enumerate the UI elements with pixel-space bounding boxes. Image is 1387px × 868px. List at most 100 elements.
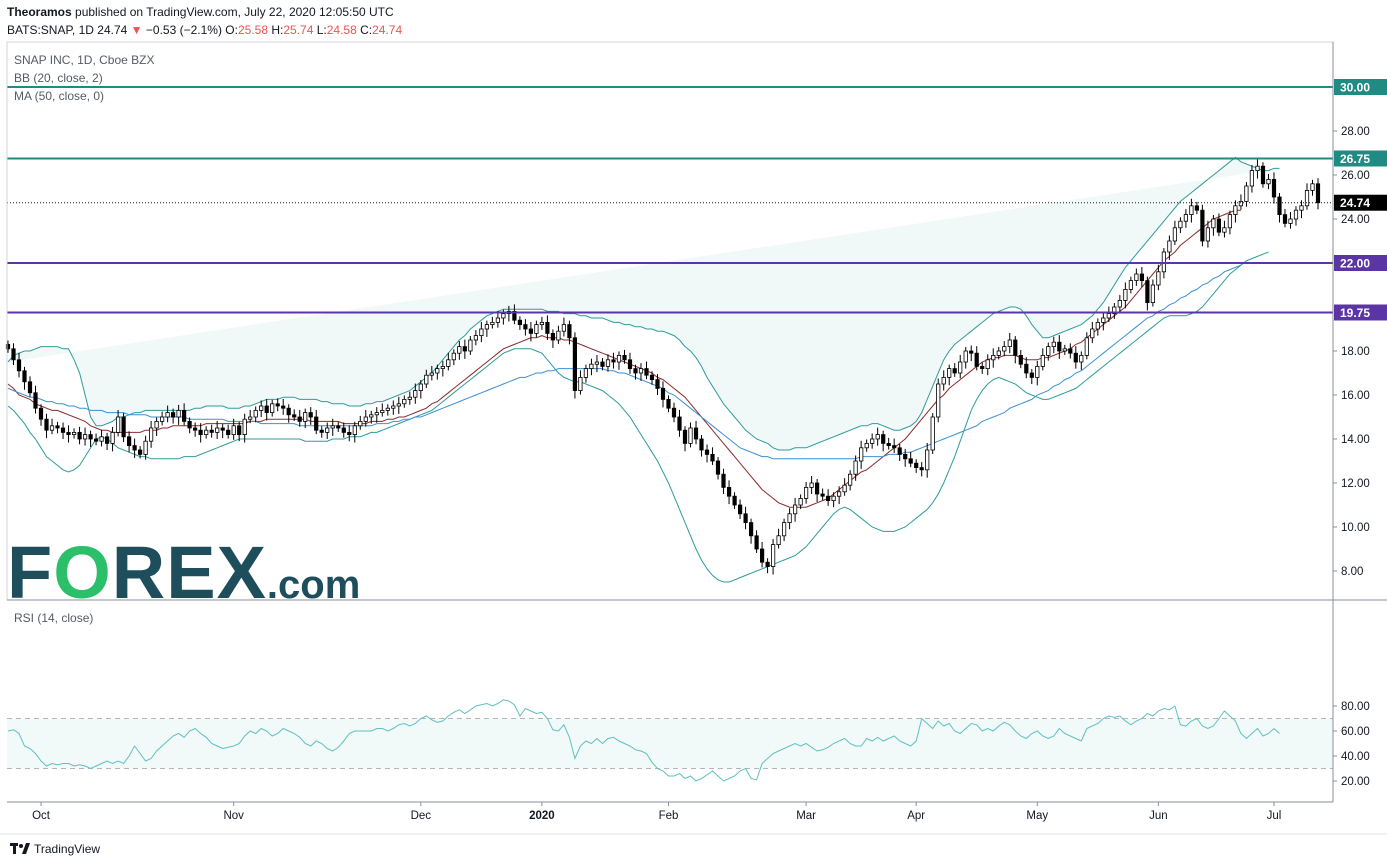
candle	[534, 320, 539, 338]
candle	[1238, 194, 1243, 210]
candle	[892, 438, 897, 454]
candle	[99, 429, 104, 447]
candle	[1018, 349, 1023, 369]
candle	[1084, 332, 1089, 360]
candle-body	[468, 339, 473, 352]
candle-body	[1205, 227, 1210, 242]
candle	[517, 316, 523, 330]
candle	[561, 317, 567, 337]
rsi-line	[7, 699, 1280, 782]
candle	[192, 422, 198, 437]
candle	[787, 508, 792, 530]
candle	[1051, 336, 1056, 354]
series-legend-title[interactable]: SNAP INC, 1D, Cboe BZX	[14, 53, 155, 67]
candle-body	[1079, 354, 1084, 363]
tradingview-footer[interactable]: TradingView	[10, 842, 100, 856]
candle	[738, 499, 743, 520]
candle	[1293, 206, 1299, 226]
candle-body	[1266, 178, 1271, 185]
candle-body	[396, 403, 401, 407]
candle-body	[220, 427, 225, 431]
last-price-tag	[1334, 194, 1387, 211]
candle	[286, 404, 291, 423]
candle	[638, 363, 644, 381]
candle	[363, 409, 368, 427]
level-tag	[1334, 304, 1387, 321]
candle-body	[622, 354, 627, 361]
candle-body	[693, 427, 699, 440]
rsi-tick-label: 60.00	[1341, 726, 1370, 738]
candle	[804, 481, 809, 504]
candle-body	[176, 409, 181, 418]
candle-body	[1035, 365, 1040, 378]
author-name[interactable]: Theoramos	[7, 5, 72, 19]
candle-body	[413, 390, 418, 398]
candle	[209, 424, 214, 438]
candle-body	[132, 445, 137, 451]
candle-body	[881, 434, 886, 444]
candle	[611, 352, 616, 369]
rsi-legend[interactable]: RSI (14, close)	[14, 611, 94, 625]
close-value: 24.74	[372, 23, 403, 37]
bb-legend[interactable]: BB (20, close, 2)	[14, 71, 103, 85]
candle	[127, 431, 132, 453]
candle-body	[137, 449, 143, 455]
price-pane[interactable]	[5, 86, 1333, 583]
candle-body	[991, 354, 996, 361]
open-label: O:	[225, 23, 238, 37]
candle-body	[974, 352, 979, 367]
candle	[215, 420, 220, 439]
candle	[1222, 220, 1227, 238]
candle-body	[638, 368, 644, 374]
candle	[1040, 348, 1045, 371]
ma-legend[interactable]: MA (50, close, 0)	[14, 89, 105, 103]
price-tick-label: 26.00	[1341, 170, 1370, 182]
candle	[336, 421, 341, 432]
candle-body	[99, 436, 104, 442]
candle	[1002, 341, 1007, 357]
candle	[875, 427, 880, 446]
time-tick-label: Feb	[659, 810, 679, 822]
candle	[974, 346, 979, 371]
candle	[859, 440, 864, 469]
candle-body	[947, 368, 952, 378]
level-tag-label: 19.75	[1340, 306, 1370, 320]
candle-body	[495, 317, 501, 323]
candle-body	[38, 407, 44, 420]
candle	[1260, 162, 1266, 188]
candle-body	[407, 396, 412, 400]
candle-body	[848, 473, 853, 486]
rsi-pane[interactable]	[7, 699, 1333, 782]
candle-body	[198, 429, 203, 436]
candle-body	[732, 495, 737, 506]
candle-body	[94, 438, 99, 442]
candle-body	[5, 343, 11, 350]
candle	[600, 358, 605, 371]
candle	[930, 413, 935, 454]
candle	[121, 413, 126, 443]
candle	[1233, 200, 1238, 223]
candle-body	[688, 427, 693, 444]
candle-body	[1304, 189, 1310, 207]
rsi-band-fill	[7, 718, 1333, 769]
candle	[1068, 343, 1073, 359]
candle-body	[1156, 271, 1161, 286]
candle-body	[22, 370, 27, 383]
candle-body	[908, 458, 913, 464]
candle	[204, 426, 209, 439]
candle	[281, 398, 286, 415]
candle	[484, 320, 490, 337]
candle-body	[787, 513, 792, 523]
candle	[660, 381, 666, 408]
candle	[72, 428, 77, 439]
candle	[27, 376, 33, 397]
candle-body	[55, 425, 60, 429]
candle	[60, 422, 66, 439]
candle-body	[369, 414, 374, 418]
candle	[771, 539, 776, 575]
candle	[402, 395, 407, 408]
price-tick-label: 10.00	[1341, 522, 1370, 534]
candle-body	[446, 359, 451, 367]
candle-body	[116, 416, 121, 433]
